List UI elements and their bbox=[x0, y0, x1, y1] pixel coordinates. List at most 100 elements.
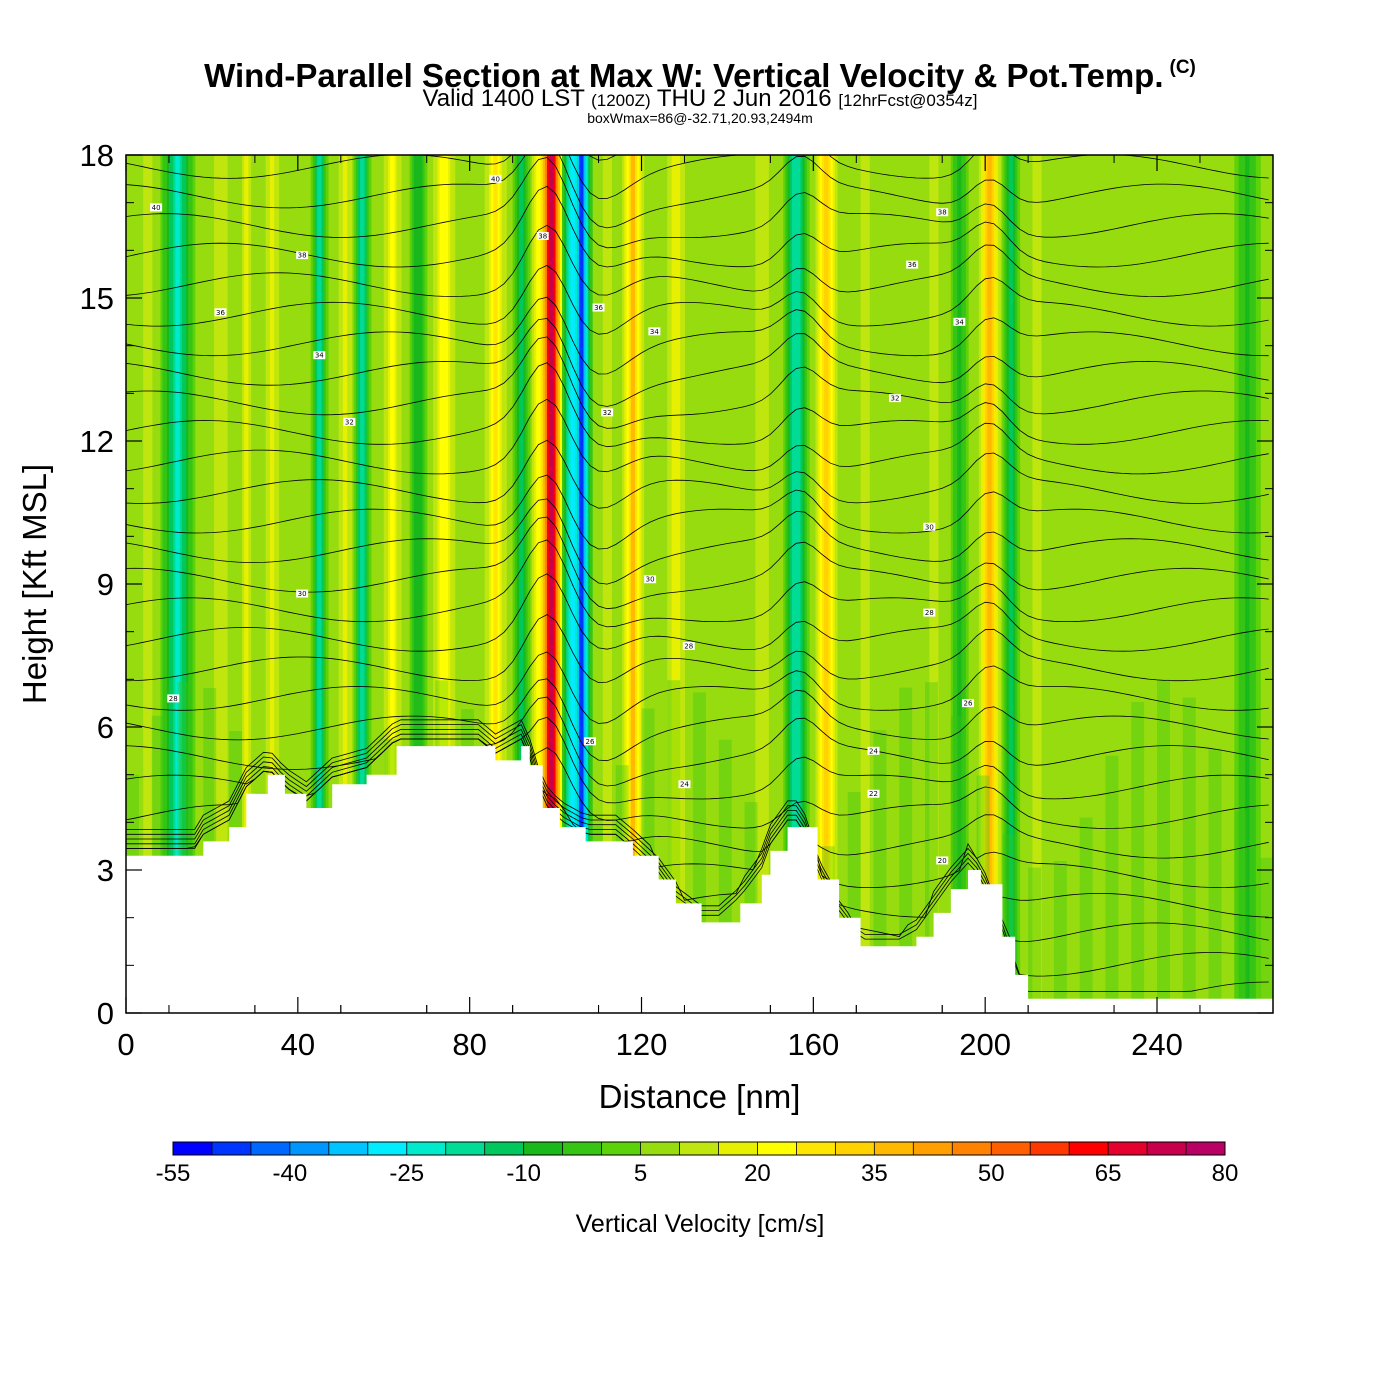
theta-label-text: 36 bbox=[908, 261, 917, 269]
w-strip bbox=[1008, 155, 1012, 1013]
theta-contour-line bbox=[126, 155, 1269, 229]
w-strip bbox=[241, 155, 245, 1013]
w-strip bbox=[409, 155, 413, 1013]
w-strip bbox=[978, 155, 982, 1013]
theta-label-bg bbox=[923, 608, 936, 617]
w-strip bbox=[312, 155, 316, 1013]
w-strip bbox=[632, 155, 636, 1013]
w-strip bbox=[991, 155, 995, 1013]
theta-label-text: 30 bbox=[925, 523, 934, 531]
theta-label-bg bbox=[167, 694, 180, 703]
x-tick-label: 240 bbox=[1131, 1027, 1183, 1062]
colorbar-swatch bbox=[173, 1142, 213, 1155]
x-tick-label: 40 bbox=[281, 1027, 315, 1062]
w-strip bbox=[1010, 155, 1014, 1013]
w-strip bbox=[486, 155, 490, 1013]
colorbar-label: 35 bbox=[861, 1160, 888, 1187]
w-strip bbox=[325, 155, 329, 1013]
w-strip bbox=[963, 155, 967, 1013]
w-strip bbox=[675, 155, 679, 1013]
w-strip bbox=[628, 155, 632, 1013]
terrain-surface bbox=[126, 746, 1273, 1013]
theta-label-bg bbox=[906, 260, 919, 269]
w-strip bbox=[411, 155, 415, 1013]
w-strip bbox=[862, 155, 866, 1013]
w-strip bbox=[929, 155, 933, 1013]
theta-label-text: 26 bbox=[964, 700, 973, 708]
w-strip bbox=[516, 155, 520, 1013]
theta-label-bg bbox=[214, 308, 227, 317]
w-strip bbox=[673, 155, 677, 1013]
theta-label-30: 30 bbox=[644, 575, 657, 584]
chart-title: Wind-Parallel Section at Max W: Vertical… bbox=[0, 48, 1400, 96]
w-strip bbox=[574, 155, 578, 1013]
copyright-mark: (C) bbox=[1169, 57, 1196, 78]
colorbar-swatch bbox=[952, 1142, 992, 1155]
w-strip bbox=[433, 155, 436, 1013]
colorbar-swatch bbox=[601, 1142, 641, 1155]
w-strip bbox=[635, 155, 638, 1013]
theta-label-bg bbox=[583, 737, 596, 746]
w-strip bbox=[317, 155, 320, 1013]
theta-label-28: 28 bbox=[923, 608, 936, 617]
theta-label-32: 32 bbox=[343, 417, 356, 426]
theta-label-bg bbox=[489, 174, 502, 183]
w-strip bbox=[364, 155, 368, 1013]
theta-label-text: 20 bbox=[938, 857, 947, 865]
theta-contour-line bbox=[126, 362, 1269, 448]
theta-label-40: 40 bbox=[150, 203, 163, 212]
colorbar-swatch bbox=[523, 1142, 563, 1155]
theta-contour-line bbox=[126, 573, 1269, 652]
colorbar-swatch bbox=[679, 1142, 719, 1155]
w-strip bbox=[581, 155, 585, 1013]
w-strip bbox=[168, 155, 172, 1013]
theta-contour-line bbox=[126, 728, 1269, 942]
theta-contour-line bbox=[126, 539, 1269, 628]
w-strip bbox=[804, 155, 808, 1013]
w-strip bbox=[355, 155, 359, 1013]
w-strip bbox=[424, 155, 428, 1013]
w-strip bbox=[589, 155, 593, 1013]
theta-contour-line bbox=[126, 439, 1269, 509]
theta-label-text: 40 bbox=[491, 175, 500, 183]
w-strip bbox=[950, 155, 954, 1013]
colorbar-frame bbox=[172, 1141, 1226, 1156]
theta-label-26: 26 bbox=[583, 737, 596, 746]
colorbar-swatch bbox=[835, 1142, 875, 1155]
theta-label-text: 36 bbox=[216, 309, 225, 317]
colorbar-label: -10 bbox=[506, 1160, 541, 1187]
w-strip bbox=[166, 155, 170, 1013]
theta-label-text: 32 bbox=[345, 418, 354, 426]
w-strip bbox=[175, 155, 179, 1013]
w-strip bbox=[1032, 155, 1036, 1013]
w-strip bbox=[802, 155, 806, 1013]
low-level-patch bbox=[1028, 867, 1042, 1013]
w-strip bbox=[682, 155, 686, 1013]
theta-label-34: 34 bbox=[953, 317, 966, 326]
low-level-patch bbox=[1182, 697, 1196, 1013]
w-strip bbox=[310, 155, 314, 1013]
theta-contour-line bbox=[126, 264, 1269, 335]
w-strip bbox=[222, 155, 226, 1013]
colorbar: -55 -40 -25 -10 5 20 35 50 65 80 bbox=[156, 1141, 1238, 1187]
theta-label-36: 36 bbox=[906, 260, 919, 269]
theta-label-32: 32 bbox=[601, 408, 614, 417]
theta-contour-line bbox=[126, 155, 1269, 199]
w-strip bbox=[274, 155, 277, 1013]
w-strip bbox=[678, 155, 681, 1013]
w-strip bbox=[955, 155, 958, 1013]
w-strip bbox=[867, 155, 870, 1013]
theta-label-bg bbox=[601, 408, 614, 417]
theta-contour-line bbox=[126, 185, 1269, 268]
w-strip bbox=[493, 155, 497, 1013]
w-strip bbox=[830, 155, 834, 1013]
w-strip bbox=[499, 155, 503, 1013]
w-strip bbox=[349, 155, 353, 1013]
w-strip bbox=[452, 155, 456, 1013]
title-main-text: Wind-Parallel Section at Max W: Vertical… bbox=[204, 57, 1164, 94]
valid-date: THU 2 Jun 2016 bbox=[656, 85, 832, 112]
w-strip bbox=[559, 155, 563, 1013]
terrain-mask bbox=[126, 746, 1273, 1013]
theta-contour-line bbox=[126, 474, 1269, 550]
